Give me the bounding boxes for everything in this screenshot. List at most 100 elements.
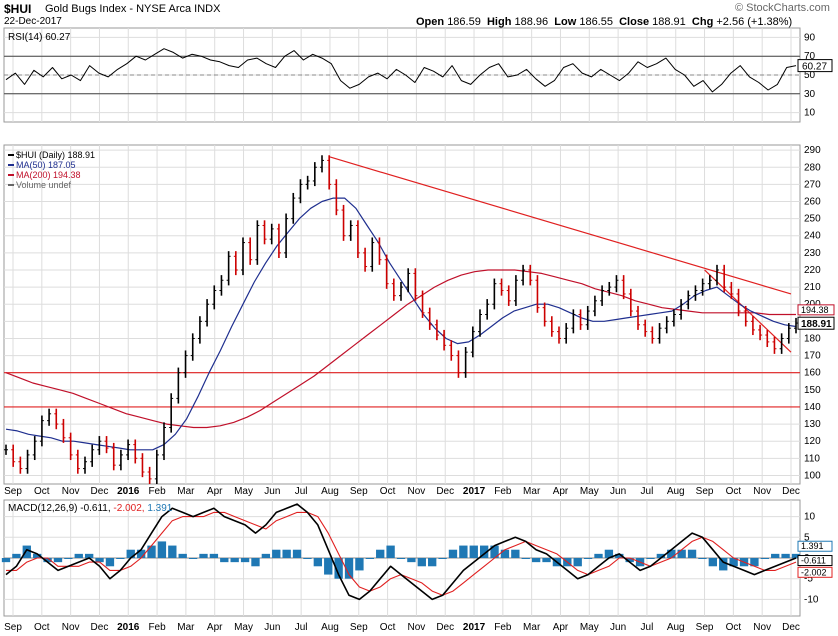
macd-y-tick-label: 10: [804, 512, 816, 523]
price-y-tick-label: 250: [804, 214, 821, 225]
macd-histogram-bar: [646, 558, 655, 559]
price-y-tick-label: 150: [804, 385, 821, 396]
macd-title: MACD(12,26,9) -0.611, -2.002, 1.391: [8, 503, 173, 514]
x-tick-label: Feb: [148, 486, 166, 497]
ma50-line: [5, 197, 797, 451]
macd-histogram-bar: [12, 553, 21, 558]
macd-histogram-bar: [719, 558, 728, 571]
macd-histogram-bar: [282, 549, 291, 558]
close-last-value: 188.91: [801, 319, 832, 330]
x-tick-label: May: [234, 486, 253, 497]
x-tick-label: Oct: [726, 486, 742, 497]
price-y-tick-label: 290: [804, 145, 821, 156]
rsi-last-value: 60.27: [802, 62, 827, 73]
x-tick-label: Nov: [62, 486, 80, 497]
rsi-y-tick-label: 90: [804, 32, 816, 43]
x-tick-label: Apr: [553, 486, 569, 497]
legend-entry: MA(50) 187.05: [16, 160, 76, 170]
rsi-y-tick-label: 70: [804, 51, 816, 62]
price-y-tick-label: 160: [804, 368, 821, 379]
x-tick-label: 2017: [463, 622, 486, 633]
macd-last-box: [797, 566, 833, 578]
x-tick-label: Feb: [494, 486, 512, 497]
x-tick-label: May: [580, 486, 599, 497]
macd-title-value: 1.391: [147, 503, 172, 514]
x-tick-label: Jul: [641, 622, 654, 633]
x-tick-label: Sep: [350, 486, 368, 497]
x-tick-label: Jul: [641, 486, 654, 497]
x-tick-label: Oct: [726, 622, 742, 633]
macd-histogram-bar: [95, 558, 104, 563]
macd-histogram-bar: [261, 553, 271, 558]
macd-histogram-bar: [116, 558, 125, 559]
macd-histogram-bar: [448, 549, 458, 558]
rsi-y-tick-label: 10: [804, 108, 816, 119]
x-tick-label: Dec: [782, 486, 800, 497]
x-tick-label: Dec: [436, 622, 454, 633]
x-tick-label: Feb: [148, 622, 166, 633]
low-label: Low: [554, 16, 577, 28]
macd-histogram-bar: [220, 558, 229, 563]
price-y-tick-label: 110: [804, 453, 820, 464]
macd-histogram-bar: [209, 553, 219, 558]
macd-histogram-bar: [74, 553, 83, 558]
price-y-tick-label: 140: [804, 402, 821, 413]
macd-histogram-bar: [157, 541, 167, 558]
price-y-tick-label: 230: [804, 248, 821, 259]
price-y-tick-label: 120: [804, 436, 821, 447]
x-tick-label: Dec: [91, 486, 109, 497]
source-credit[interactable]: © StockCharts.com: [735, 2, 830, 14]
macd-histogram-bar: [729, 558, 738, 567]
legend-entry: $HUI (Daily) 188.91: [16, 150, 95, 160]
macd-histogram-bar: [126, 549, 135, 558]
macd-histogram-bar: [708, 558, 718, 567]
x-tick-label: Mar: [177, 486, 195, 497]
macd-histogram-bar: [667, 549, 676, 558]
price-y-tick-label: 280: [804, 162, 821, 173]
macd-histogram-bar: [542, 558, 551, 563]
rsi-y-tick-label: 30: [804, 89, 816, 100]
x-tick-label: 2016: [117, 486, 140, 497]
x-tick-label: Oct: [34, 486, 50, 497]
x-tick-label: Jun: [610, 622, 626, 633]
x-tick-label: Jun: [610, 486, 626, 497]
x-tick-label: Dec: [436, 486, 454, 497]
price-y-tick-label: 260: [804, 197, 821, 208]
chart-date: 22-Dec-2017: [4, 16, 62, 27]
macd-histogram-bar: [407, 558, 416, 563]
macd-histogram-bar: [615, 553, 624, 558]
open-value: 186.59: [447, 16, 481, 28]
macd-line: [5, 503, 797, 601]
x-tick-label: Oct: [380, 622, 396, 633]
x-tick-label: Apr: [207, 486, 223, 497]
x-tick-label: Nov: [753, 486, 771, 497]
rsi-line: [5, 48, 797, 93]
x-tick-label: Nov: [408, 622, 426, 633]
x-tick-label: Mar: [523, 486, 541, 497]
macd-histogram-bar: [531, 558, 541, 563]
x-tick-label: Sep: [696, 486, 714, 497]
macd-histogram-bar: [428, 558, 437, 567]
price-y-tick-label: 210: [804, 282, 821, 293]
close-last-box: [797, 316, 835, 330]
macd-last-value: 1.391: [801, 541, 824, 551]
x-tick-label: Sep: [4, 486, 22, 497]
macd-y-tick-label: 5: [804, 532, 810, 543]
ohlc-bar: Open 186.59 High 188.96 Low 186.55 Close…: [416, 16, 792, 28]
macd-histogram-bar: [750, 558, 759, 567]
x-tick-label: Aug: [321, 486, 339, 497]
x-tick-label: 2016: [117, 622, 140, 633]
ma200-last-value: 194.38: [801, 305, 829, 315]
price-y-tick-label: 130: [804, 419, 821, 430]
macd-histogram-bar: [583, 558, 593, 559]
macd-histogram-bar: [625, 558, 634, 563]
x-tick-label: Nov: [753, 622, 771, 633]
macd-histogram-bar: [53, 558, 63, 563]
x-tick-label: Mar: [177, 622, 195, 633]
macd-histogram-bar: [365, 558, 374, 559]
x-tick-label: Feb: [494, 622, 512, 633]
macd-histogram-bar: [324, 558, 333, 575]
x-tick-label: Sep: [4, 622, 22, 633]
